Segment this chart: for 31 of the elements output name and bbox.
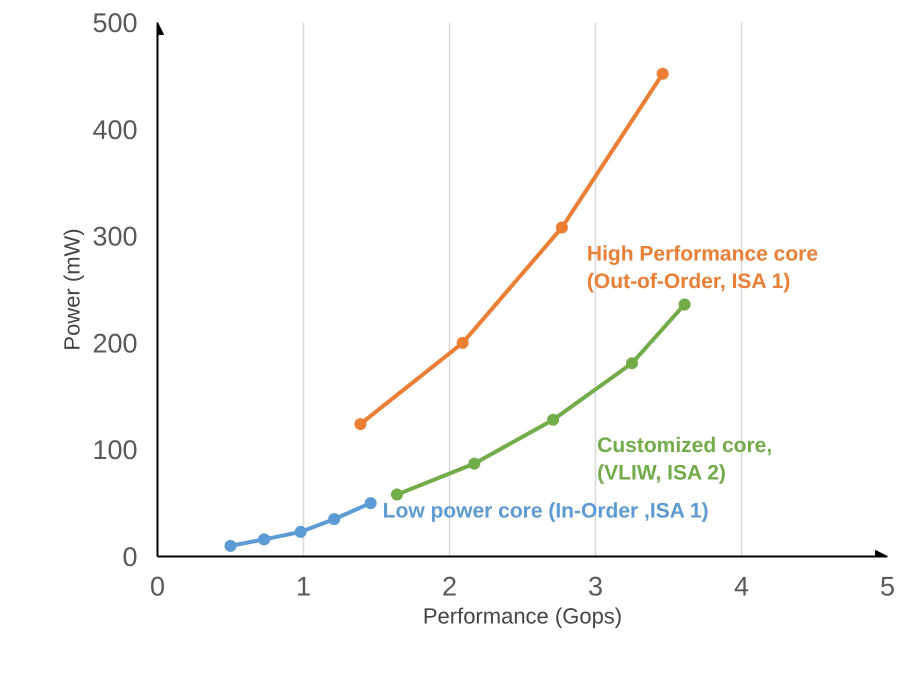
x-tick-label: 2 bbox=[442, 572, 458, 602]
series-label: Low power core (In-Order ,ISA 1) bbox=[382, 500, 709, 523]
point bbox=[328, 513, 340, 526]
x-axis-title: Performance (Gops) bbox=[422, 604, 622, 628]
point bbox=[258, 533, 270, 546]
point bbox=[678, 298, 691, 310]
x-tick-label: 5 bbox=[880, 572, 896, 602]
point bbox=[390, 488, 403, 501]
y-tick-label: 300 bbox=[92, 222, 138, 252]
x-tick-label: 3 bbox=[588, 572, 604, 602]
point bbox=[547, 414, 560, 426]
series-label: High Performance core (Out-of-Order, ISA 1) bbox=[586, 242, 818, 294]
point bbox=[224, 540, 236, 552]
point bbox=[626, 357, 638, 370]
point bbox=[556, 222, 568, 234]
y-tick-label: 0 bbox=[122, 542, 138, 572]
point bbox=[294, 526, 307, 538]
y-axis-title: Power (mW) bbox=[59, 228, 84, 351]
x-tick-label: 0 bbox=[150, 572, 166, 602]
y-tick-label: 200 bbox=[92, 328, 138, 358]
y-tick-label: 400 bbox=[92, 114, 138, 145]
point bbox=[656, 68, 669, 80]
x-tick-label: 1 bbox=[296, 572, 312, 602]
point bbox=[364, 497, 377, 510]
point bbox=[468, 458, 480, 470]
point bbox=[354, 418, 366, 430]
x-tick-label: 4 bbox=[734, 572, 750, 602]
y-tick-label: 500 bbox=[92, 8, 138, 38]
y-tick-label: 100 bbox=[92, 435, 138, 466]
point bbox=[456, 336, 469, 349]
series-label: Customized core, (VLIW, ISA 2) bbox=[597, 434, 772, 484]
